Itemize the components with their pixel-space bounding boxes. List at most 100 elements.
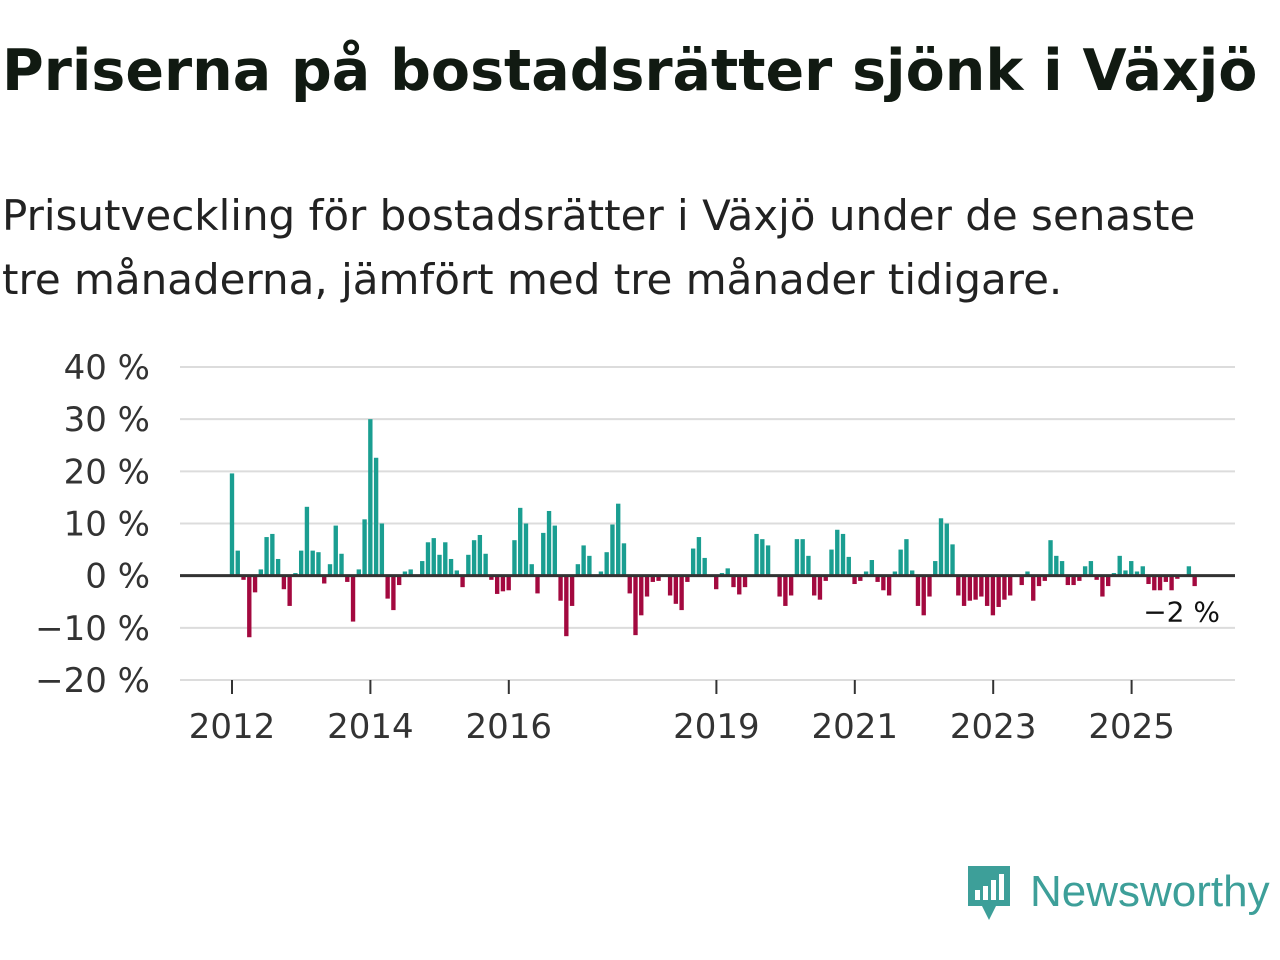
bar	[379, 523, 385, 576]
bar	[673, 575, 679, 604]
bar	[1094, 575, 1099, 580]
bar	[500, 575, 506, 592]
bar	[1146, 575, 1151, 585]
bar	[1123, 570, 1128, 576]
bar	[696, 537, 702, 576]
bar	[829, 549, 834, 576]
bar	[742, 575, 748, 588]
bar	[892, 571, 898, 576]
bar	[489, 575, 494, 580]
bar	[483, 553, 488, 576]
bar	[402, 571, 408, 576]
bar	[1175, 575, 1180, 579]
bar	[650, 575, 655, 582]
bar	[350, 575, 356, 622]
bar	[812, 575, 817, 596]
bar	[1169, 575, 1174, 591]
bar	[840, 533, 846, 576]
bar-chart: 40 %30 %20 %10 %0 %−10 %−20 % 2012 2014 20…	[35, 348, 1235, 747]
y-tick-label: 30 %	[64, 400, 150, 440]
bar	[765, 545, 771, 576]
x-tick-label: 2021	[812, 707, 899, 747]
bar	[817, 575, 823, 600]
bar	[310, 550, 315, 576]
bar	[725, 568, 730, 576]
bar	[984, 575, 990, 606]
bar	[287, 575, 292, 606]
bar	[385, 575, 390, 599]
bar	[558, 575, 563, 601]
bar	[667, 575, 673, 596]
bar	[506, 575, 511, 591]
y-tick-label: 40 %	[64, 348, 150, 388]
bar	[933, 561, 938, 576]
bar	[633, 575, 638, 636]
newsworthy-icon	[968, 866, 1010, 920]
y-tick-label: 10 %	[64, 505, 150, 545]
bar	[956, 575, 961, 596]
x-tick-label: 2019	[673, 707, 760, 747]
bar	[714, 575, 719, 590]
brand-name: Newsworthy	[1030, 867, 1270, 916]
bar	[1059, 561, 1065, 576]
bar	[529, 564, 534, 576]
bar	[604, 552, 609, 576]
bar	[454, 570, 459, 576]
bar	[627, 575, 632, 594]
bar	[1192, 575, 1197, 587]
bar	[990, 575, 996, 616]
bar	[788, 575, 794, 596]
bar	[1140, 566, 1145, 576]
bar	[460, 575, 465, 588]
x-tick-label: 2025	[1088, 707, 1175, 747]
bar	[327, 564, 333, 576]
chart-subtitle: Prisutveckling för bostadsrätter i Växjö…	[2, 184, 1272, 312]
bar	[921, 575, 926, 616]
bar	[898, 549, 903, 576]
y-tick-label: −10 %	[35, 609, 150, 649]
x-tick-label: 2016	[466, 707, 553, 747]
bar	[437, 554, 442, 576]
bar	[1054, 555, 1059, 576]
bar	[869, 560, 875, 576]
bar	[275, 558, 281, 576]
bar	[800, 539, 805, 576]
bar	[1163, 575, 1168, 582]
bar	[610, 524, 615, 576]
x-axis: 2012 2014 2016 2019 2021 2023 2025	[189, 680, 1175, 747]
bar	[546, 510, 552, 576]
bar	[281, 575, 287, 590]
bar	[1082, 566, 1088, 576]
bar	[904, 539, 909, 576]
bar	[339, 553, 344, 576]
bar	[391, 575, 396, 611]
bar	[1117, 555, 1122, 576]
bar	[1157, 575, 1163, 591]
bar	[270, 533, 275, 576]
bar	[875, 575, 880, 582]
bar	[235, 550, 240, 576]
bar	[564, 575, 569, 637]
bar	[702, 557, 707, 576]
bar	[575, 564, 581, 576]
bar	[950, 544, 955, 576]
x-tick-label: 2012	[189, 707, 276, 747]
gridlines	[180, 366, 1235, 681]
bar	[477, 534, 483, 576]
bar	[552, 525, 557, 576]
bar	[973, 575, 978, 600]
bar	[541, 532, 546, 576]
bar	[886, 575, 892, 596]
bar	[961, 575, 967, 606]
bar	[794, 539, 800, 576]
x-tick-label: 2023	[950, 707, 1037, 747]
bar	[754, 533, 759, 576]
bar	[408, 569, 413, 576]
bar	[996, 575, 1001, 607]
bar	[333, 525, 338, 576]
bar	[581, 545, 586, 576]
bar	[823, 575, 828, 581]
bar	[910, 570, 915, 576]
subtitle-line-2: tre månaderna, jämfört med tre månader t…	[2, 255, 1063, 304]
bar	[448, 558, 454, 576]
